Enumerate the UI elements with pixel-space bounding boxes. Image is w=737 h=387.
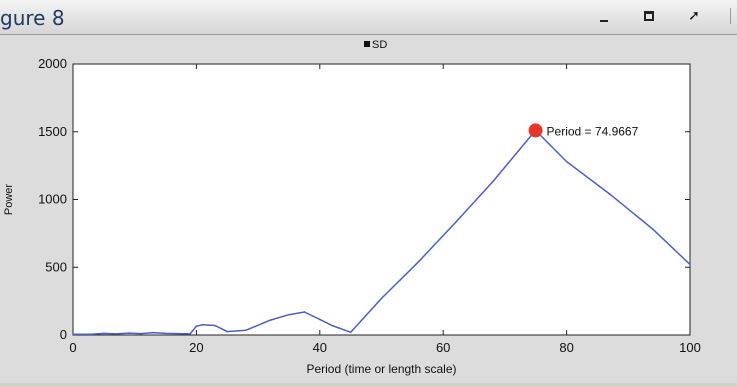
data-point — [288, 313, 290, 316]
series-points — [72, 129, 691, 336]
data-point — [115, 333, 117, 335]
window-titlebar: gure 8 ➚ — [0, 0, 737, 35]
data-point — [244, 329, 247, 332]
window-title: gure 8 — [0, 6, 65, 30]
data-point — [491, 181, 494, 183]
y-tick-label: 1500 — [38, 124, 67, 139]
dock-button[interactable]: ➚ — [683, 6, 705, 26]
minimize-button[interactable] — [593, 6, 615, 26]
x-tick-label: 40 — [313, 340, 327, 355]
highlight-marker[interactable] — [528, 123, 543, 138]
y-tick-label: 2000 — [38, 56, 67, 71]
y-tick-label: 0 — [60, 327, 67, 342]
maximize-icon — [644, 11, 654, 21]
highlight-label: Period = 74.9667 — [547, 124, 639, 138]
data-point — [454, 221, 457, 224]
data-point — [226, 330, 229, 333]
legend-swatch — [364, 41, 370, 47]
x-axis-label: Period (time or length scale) — [306, 362, 456, 376]
x-tick-label: 60 — [436, 340, 450, 355]
data-point — [152, 331, 155, 334]
x-tick-label: 20 — [189, 340, 203, 355]
data-point — [127, 332, 130, 334]
x-tick-label: 100 — [679, 340, 701, 355]
data-point — [349, 331, 352, 334]
data-point — [269, 319, 272, 321]
data-point — [380, 297, 383, 300]
data-point — [189, 333, 192, 335]
data-point — [195, 325, 198, 327]
data-point — [608, 193, 611, 195]
minimize-icon — [600, 20, 608, 22]
figure-area: 0 20 40 60 80 100 0 500 1000 1500 2000 Period = 74… — [0, 35, 737, 383]
data-point — [565, 160, 568, 163]
x-tick-label: 0 — [69, 340, 76, 355]
data-point — [140, 332, 142, 335]
data-point — [214, 324, 216, 327]
window-edge — [730, 8, 737, 24]
data-point — [103, 332, 105, 335]
data-point — [201, 324, 204, 326]
y-axis-label: Power — [3, 184, 15, 216]
data-point — [90, 333, 93, 335]
legend[interactable]: SD — [364, 39, 387, 51]
series-line-sd — [72, 129, 691, 336]
data-point — [417, 261, 420, 263]
data-point — [72, 333, 74, 336]
data-point — [331, 324, 333, 327]
data-point — [689, 263, 691, 266]
plot-area — [72, 63, 691, 336]
maximize-button[interactable] — [638, 6, 660, 26]
data-point — [652, 228, 654, 231]
data-point — [319, 318, 321, 321]
x-tick-label: 80 — [559, 340, 573, 355]
data-point — [303, 311, 306, 313]
y-tick-label: 1000 — [38, 192, 67, 207]
data-point — [177, 332, 179, 335]
dock-arrow-icon: ➚ — [688, 8, 700, 24]
y-tick-label: 500 — [45, 259, 67, 274]
data-point — [164, 332, 167, 335]
legend-entry-sd: SD — [372, 39, 387, 51]
